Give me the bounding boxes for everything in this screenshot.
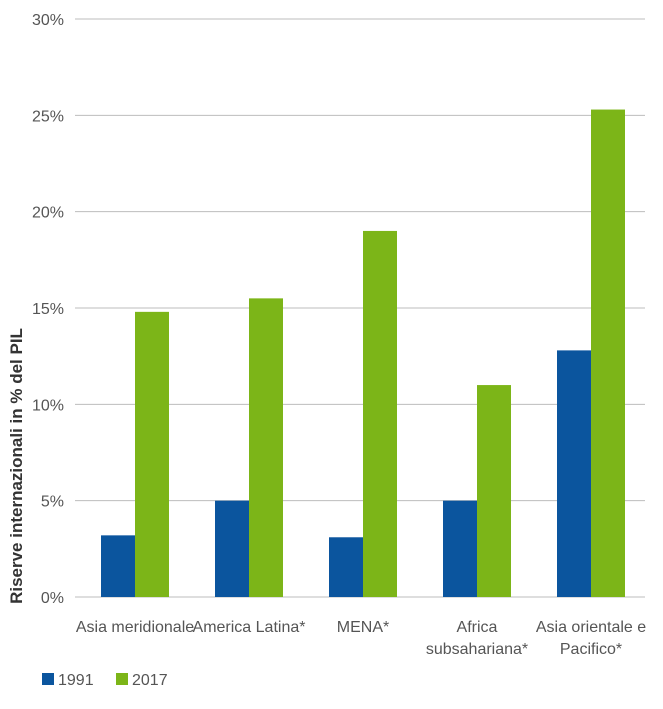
y-tick-label: 20%	[32, 205, 64, 222]
y-tick-label: 25%	[32, 108, 64, 125]
y-tick-label: 0%	[41, 590, 64, 607]
y-tick-label: 5%	[41, 494, 64, 511]
legend-swatch	[42, 673, 54, 685]
x-category-label: MENA*	[337, 619, 389, 636]
bar-1991-3	[443, 500, 477, 597]
x-category-label: Asia orientale e Pacifico*	[536, 619, 646, 658]
bar-2017-1	[249, 298, 283, 597]
x-category-label-line: Africa	[457, 619, 498, 636]
bar-2017-2	[363, 230, 397, 597]
legend-label: 1991	[58, 672, 94, 689]
x-category-label-line: MENA*	[337, 619, 389, 636]
bar-1991-2	[329, 537, 363, 597]
x-category-label-line: Asia orientale e	[536, 619, 646, 636]
bar-2017-0	[135, 311, 169, 597]
x-category-label-line: Asia meridionale	[76, 619, 194, 636]
bars	[101, 109, 625, 597]
bar-2017-4	[591, 109, 625, 597]
x-category-label-line: subsahariana*	[426, 641, 528, 658]
bar-2017-3	[477, 385, 511, 597]
y-tick-label: 15%	[32, 301, 64, 318]
bar-1991-0	[101, 535, 135, 597]
y-axis-ticks: 0% 5% 10% 15% 20% 25% 30%	[32, 12, 64, 607]
legend: 1991 2017	[42, 672, 168, 689]
x-category-label: Africa subsahariana*	[426, 619, 528, 658]
y-tick-label: 30%	[32, 12, 64, 29]
x-category-label-line: America Latina*	[193, 619, 306, 636]
bar-1991-1	[215, 500, 249, 597]
legend-swatch	[116, 673, 128, 685]
y-tick-label: 10%	[32, 397, 64, 414]
legend-label: 2017	[132, 672, 168, 689]
x-category-label-line: Pacifico*	[560, 641, 622, 658]
x-category-label: America Latina*	[193, 619, 306, 636]
bar-1991-4	[557, 350, 591, 597]
x-category-label: Asia meridionale	[76, 619, 194, 636]
gridlines	[75, 18, 645, 598]
y-axis-label: Riserve internazionali in % del PIL	[7, 328, 26, 604]
